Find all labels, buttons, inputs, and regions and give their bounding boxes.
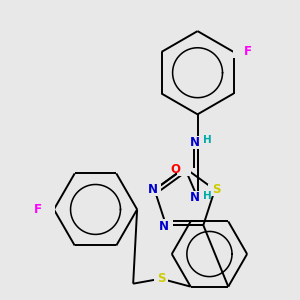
Text: S: S: [157, 272, 165, 285]
Text: N: N: [190, 191, 200, 204]
Text: N: N: [148, 183, 158, 196]
Bar: [187, 191, 208, 204]
Text: F: F: [244, 45, 251, 58]
Text: N: N: [159, 220, 169, 233]
Text: H: H: [203, 135, 212, 145]
Text: F: F: [34, 203, 42, 216]
Bar: [159, 219, 173, 231]
Bar: [37, 203, 55, 216]
Bar: [208, 184, 222, 196]
Text: N: N: [190, 136, 200, 148]
Bar: [177, 164, 190, 176]
Bar: [232, 46, 250, 58]
Text: O: O: [171, 163, 181, 176]
Bar: [187, 136, 208, 148]
Bar: [154, 273, 168, 285]
Text: S: S: [213, 183, 221, 196]
Bar: [148, 184, 161, 196]
Text: H: H: [203, 190, 212, 201]
